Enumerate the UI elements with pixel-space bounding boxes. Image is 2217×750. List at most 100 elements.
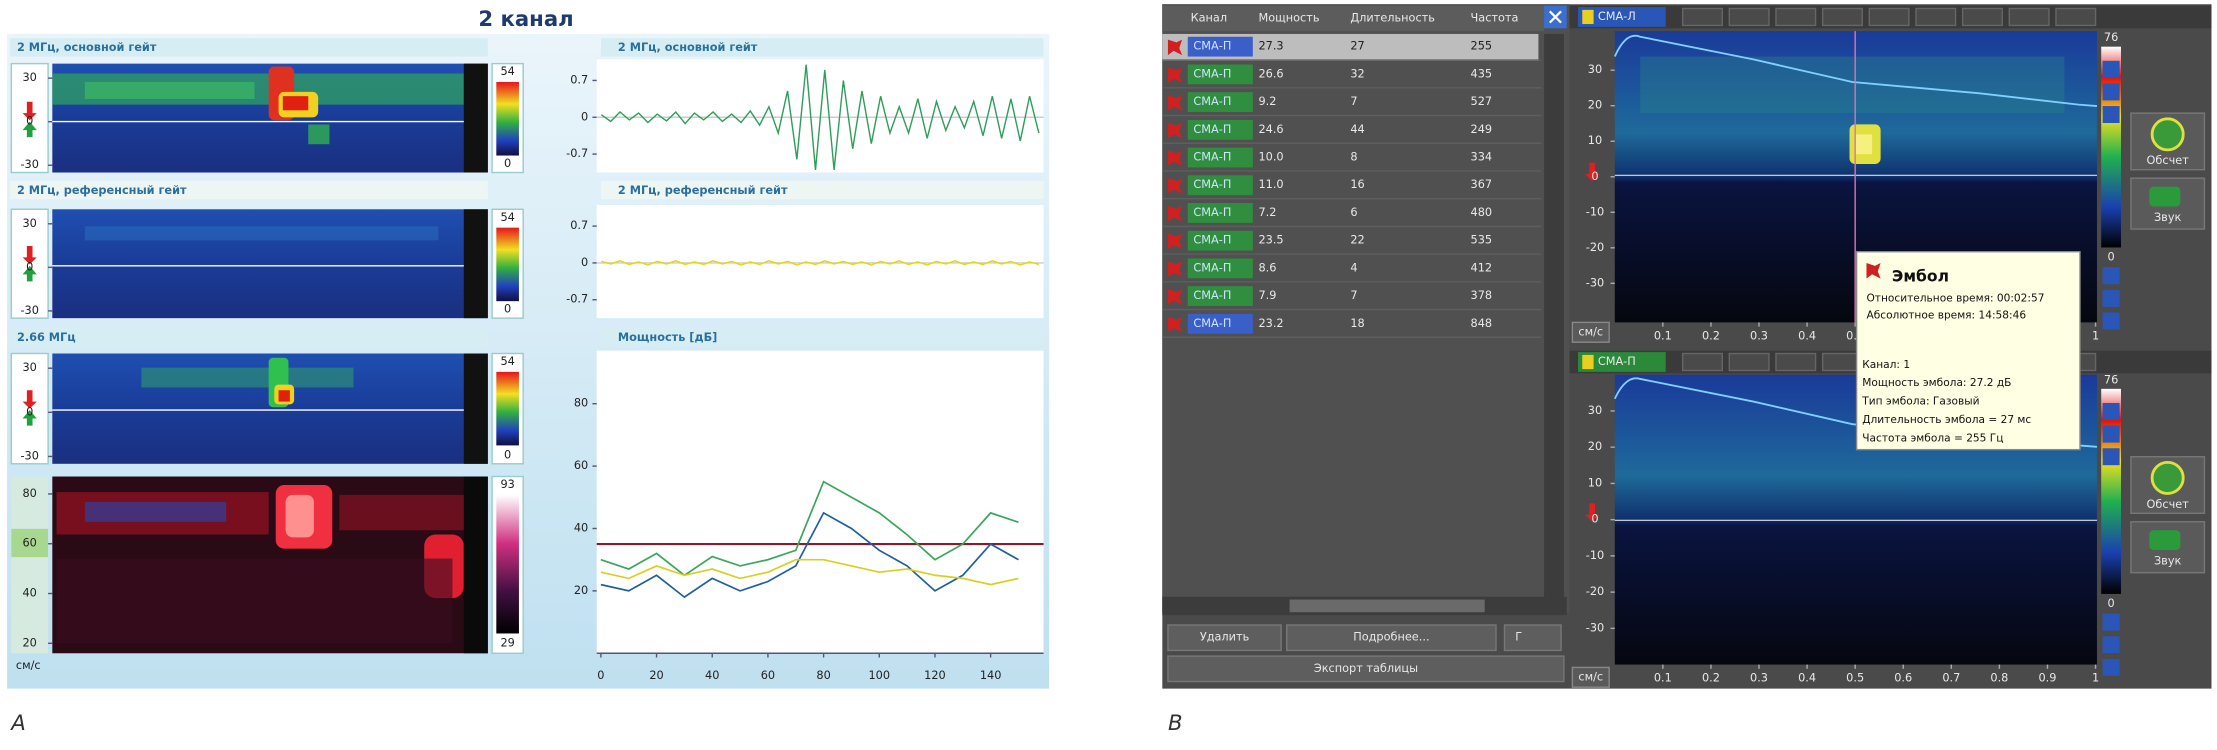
table-cell[interactable]: 249 [1471, 123, 1493, 136]
table-cell[interactable]: 23.5 [1258, 234, 1283, 247]
table-cell[interactable]: СМА-П [1193, 178, 1231, 191]
export-button[interactable] [1167, 655, 1565, 683]
y-tick-label: 0.7 [570, 73, 588, 86]
table-cell[interactable]: 7 [1350, 95, 1357, 108]
scroll-thumb[interactable] [1289, 599, 1485, 613]
y-tick-label: 0 [26, 260, 33, 273]
table-cell[interactable]: 7.2 [1258, 206, 1276, 219]
scroll-button[interactable] [2102, 83, 2120, 101]
table-cell[interactable]: 44 [1350, 123, 1364, 136]
tooltip-line: Канал: 1 [1862, 359, 1910, 371]
embol-icon [1866, 263, 1881, 279]
channel-badge [1187, 175, 1253, 196]
table-cell[interactable]: 23.2 [1258, 317, 1283, 330]
arrow-icon [22, 265, 37, 282]
y-tick-label: 10 [1588, 476, 1602, 489]
y-tick-label: 30 [23, 361, 37, 374]
tab[interactable] [1578, 7, 1666, 27]
table-cell[interactable]: 334 [1471, 151, 1493, 164]
calc-icon [2150, 117, 2185, 152]
y-tick-label: -0.7 [566, 147, 588, 160]
table-cell[interactable]: 848 [1471, 317, 1493, 330]
table-cell[interactable]: 10.0 [1258, 151, 1283, 164]
tooltip-title: Эмбол [1892, 268, 1949, 286]
table-cell[interactable]: СМА-П [1193, 206, 1231, 219]
sound-icon [2149, 530, 2181, 551]
table-cell[interactable]: 8 [1350, 151, 1357, 164]
tab[interactable] [1578, 352, 1666, 372]
button-label: Звук [2154, 211, 2182, 224]
table-cell[interactable]: 16 [1350, 178, 1364, 191]
button-label: Экспорт таблицы [1314, 662, 1418, 675]
column-header: Канал [1191, 11, 1227, 24]
table-cell[interactable]: 24.6 [1258, 123, 1283, 136]
table-cell[interactable]: 412 [1471, 261, 1493, 274]
scroll-button[interactable] [2102, 613, 2120, 631]
table-cell[interactable]: СМА-П [1193, 151, 1231, 164]
scroll-button[interactable] [2102, 658, 2120, 676]
tab-slot [1775, 352, 1817, 372]
table-cell[interactable]: 527 [1471, 95, 1493, 108]
table-cell[interactable]: СМА-П [1193, 234, 1231, 247]
table-cell[interactable]: СМА-П [1193, 123, 1231, 136]
x-tick-label: 60 [761, 669, 775, 682]
details-button[interactable] [1286, 624, 1497, 652]
colorbar-label: 0 [2108, 250, 2115, 263]
x-tick-label: 0.1 [1654, 330, 1672, 343]
table-cell[interactable]: 9.2 [1258, 95, 1276, 108]
y-tick-label: 0 [1591, 513, 1598, 526]
x-tick-label: 80 [816, 669, 830, 682]
scroll-button[interactable] [2102, 636, 2120, 654]
table-cell[interactable]: 18 [1350, 317, 1364, 330]
embol-icon [1167, 178, 1183, 194]
panel-title: 2 канал [478, 7, 573, 32]
table-cell[interactable]: 435 [1471, 67, 1493, 80]
channel-badge [1187, 203, 1253, 223]
table-cell[interactable]: 367 [1471, 178, 1493, 191]
table-cell[interactable]: 4 [1350, 261, 1357, 274]
table-cell[interactable]: 6 [1350, 206, 1357, 219]
y-tick-label: -30 [1586, 276, 1604, 289]
table-cell[interactable]: 7 [1350, 289, 1357, 302]
table-cell[interactable]: СМА-П [1193, 40, 1231, 53]
embol-icon [1167, 67, 1183, 83]
table-cell[interactable]: 26.6 [1258, 67, 1283, 80]
x-tick-label: 100 [868, 669, 890, 682]
scroll-button[interactable] [2102, 60, 2120, 78]
scroll-button[interactable] [2102, 312, 2120, 330]
colorbar-label: 76 [2104, 373, 2118, 386]
scroll-button[interactable] [2102, 425, 2120, 443]
arrow-icon [22, 246, 37, 265]
scroll-button[interactable] [2102, 106, 2120, 124]
table-cell[interactable]: СМА-П [1193, 95, 1231, 108]
table-cell[interactable]: 22 [1350, 234, 1364, 247]
delete-button[interactable] [1167, 624, 1282, 652]
table-cell[interactable]: 378 [1471, 289, 1493, 302]
scroll-button[interactable] [2102, 402, 2120, 420]
tooltip-line: Относительное время: 00:02:57 [1866, 292, 2044, 304]
y-tick-label: 80 [23, 487, 37, 500]
dropdown[interactable] [1503, 624, 1562, 652]
y-tick-label: 0 [26, 115, 33, 128]
tab-slot [1681, 7, 1723, 27]
scroll-button[interactable] [2102, 289, 2120, 307]
table-cell[interactable]: 480 [1471, 206, 1493, 219]
table-cell[interactable]: 27.3 [1258, 40, 1283, 53]
scroll-button[interactable] [2102, 267, 2120, 285]
table-cell[interactable]: 535 [1471, 234, 1493, 247]
table-cell[interactable]: СМА-П [1193, 261, 1231, 274]
table-cell[interactable]: СМА-П [1193, 317, 1231, 330]
header-bar [9, 180, 488, 200]
table-cell[interactable]: 7.9 [1258, 289, 1276, 302]
tooltip-box [1855, 250, 2081, 451]
table-cell[interactable]: 11.0 [1258, 178, 1283, 191]
tooltip-line: Частота эмбола = 255 Гц [1862, 432, 2003, 444]
column-header: Мощность [1258, 11, 1319, 24]
scroll-button[interactable] [2102, 448, 2120, 466]
table-cell[interactable]: 27 [1350, 40, 1364, 53]
table-cell[interactable]: СМА-П [1193, 67, 1231, 80]
table-cell[interactable]: 255 [1471, 40, 1493, 53]
table-cell[interactable]: 8.6 [1258, 261, 1276, 274]
table-cell[interactable]: 32 [1350, 67, 1364, 80]
table-cell[interactable]: СМА-П [1193, 289, 1231, 302]
